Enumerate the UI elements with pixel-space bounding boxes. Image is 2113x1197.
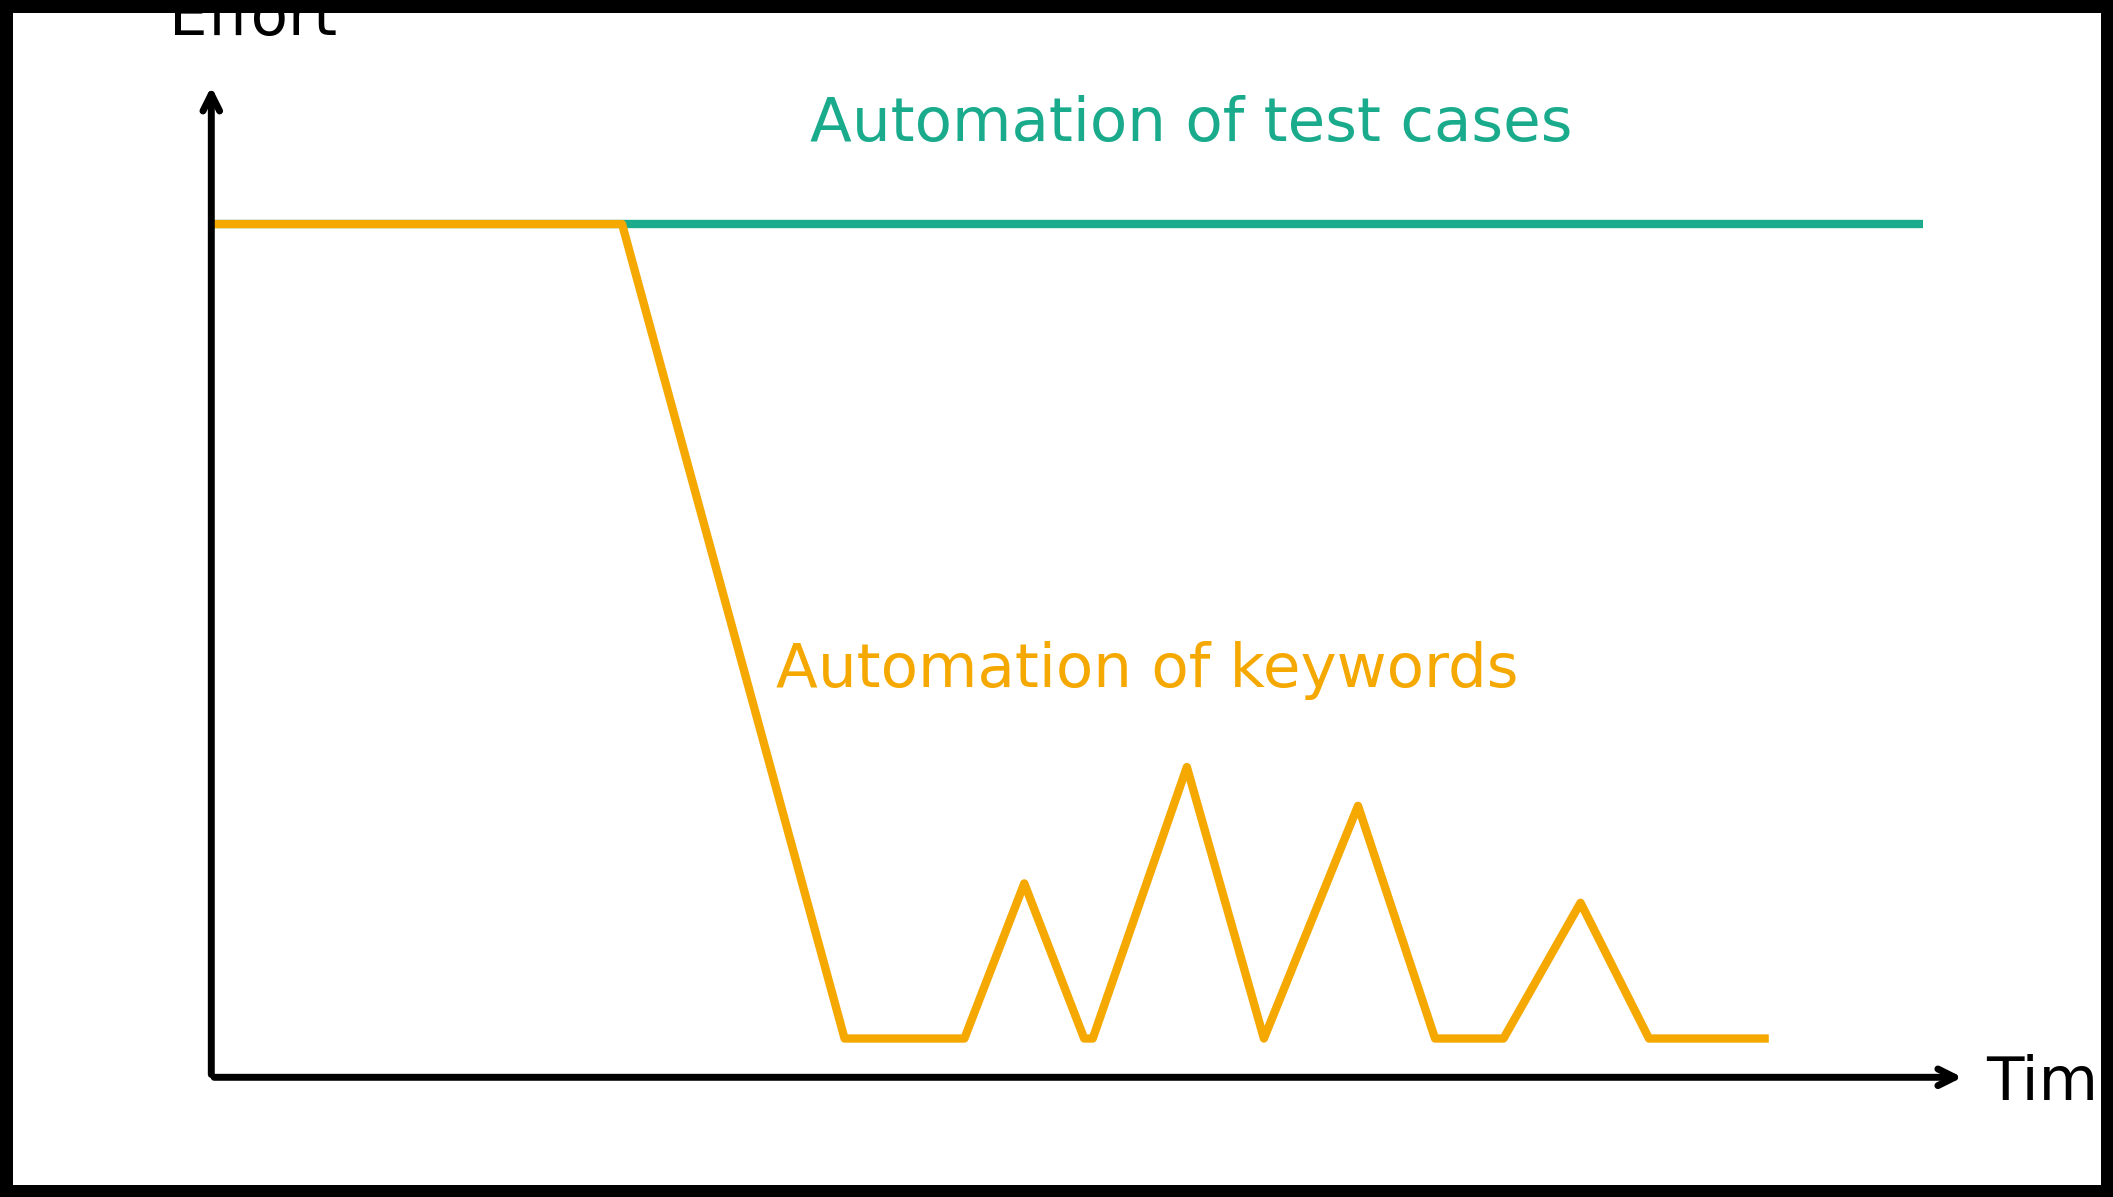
Text: Automation of keywords: Automation of keywords [775,640,1519,699]
Text: Time: Time [1986,1053,2113,1113]
Text: Automation of test cases: Automation of test cases [809,96,1572,154]
Text: Effort: Effort [169,0,338,48]
